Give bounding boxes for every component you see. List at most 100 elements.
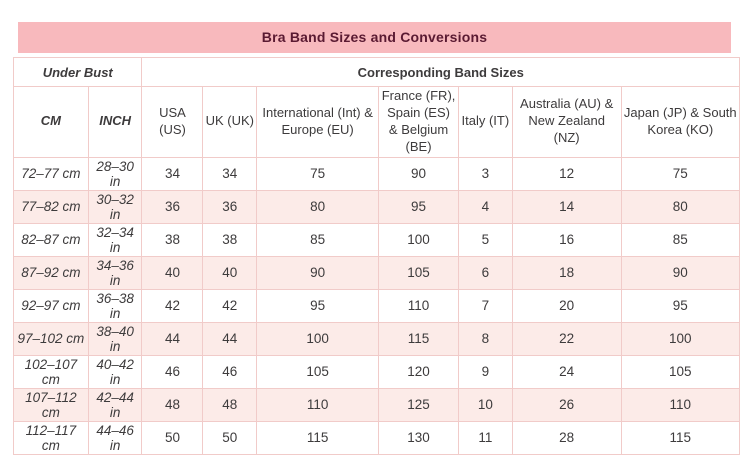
table-cell: 105 (378, 255, 459, 290)
table-cell: 12 (511, 156, 622, 191)
page-title: Bra Band Sizes and Conversions (261, 29, 488, 45)
table-cell: 36 (202, 189, 258, 224)
table-row: 72–77 cm 28–30 in 34 34 75 90 3 12 75 (13, 156, 741, 191)
table-cell: 120 (378, 354, 459, 389)
column-header: USA (US) (141, 86, 204, 158)
table-cell: 46 (141, 354, 204, 389)
table-cell: 75 (256, 156, 380, 191)
table-cell: 110 (378, 288, 459, 323)
table-cell: 112–117 cm (13, 420, 89, 455)
table-cell: 115 (378, 321, 459, 356)
column-header: Australia (AU) & New Zealand (NZ) (511, 86, 622, 158)
table-cell: 26 (511, 387, 622, 422)
table-cell: 42 (202, 288, 258, 323)
table-cell: 44–46 in (87, 420, 143, 455)
bra-band-size-table: Under Bust Corresponding Band Sizes CM IN… (12, 57, 741, 455)
table-cell: 24 (511, 354, 622, 389)
table-cell: 95 (256, 288, 380, 323)
table-cell: 28–30 in (87, 156, 143, 191)
column-header: Japan (JP) & South Korea (KO) (620, 86, 741, 158)
table-cell: 46 (202, 354, 258, 389)
column-header: UK (UK) (202, 86, 258, 158)
table-cell: 48 (202, 387, 258, 422)
table-cell: 105 (256, 354, 380, 389)
table-cell: 44 (141, 321, 204, 356)
table-cell: 125 (378, 387, 459, 422)
table-cell: 82–87 cm (13, 222, 89, 257)
table-cell: 130 (378, 420, 459, 455)
column-header: CM (13, 86, 89, 158)
table-cell: 10 (457, 387, 513, 422)
table-cell: 48 (141, 387, 204, 422)
table-cell: 92–97 cm (13, 288, 89, 323)
table-cell: 50 (141, 420, 204, 455)
table-cell: 14 (511, 189, 622, 224)
table-cell: 38 (202, 222, 258, 257)
table-cell: 7 (457, 288, 513, 323)
table-cell: 40 (202, 255, 258, 290)
table-cell: 90 (378, 156, 459, 191)
column-header-row: CM INCH USA (US) UK (UK) International (Int)… (13, 86, 741, 158)
table-cell: 34 (202, 156, 258, 191)
table-cell: 38–40 in (87, 321, 143, 356)
group-header-under-bust: Under Bust (12, 57, 143, 87)
table-cell: 8 (457, 321, 513, 356)
table-title-bar: Bra Band Sizes and Conversions (18, 22, 731, 53)
table-cell: 40 (141, 255, 204, 290)
table-cell: 22 (511, 321, 622, 356)
table-cell: 115 (620, 420, 741, 455)
table-row: 107–112 cm 42–44 in 48 48 110 125 10 26 110 (13, 387, 741, 422)
table-cell: 40–42 in (87, 354, 143, 389)
table-row: 92–97 cm 36–38 in 42 42 95 110 7 20 95 (13, 288, 741, 323)
table-cell: 80 (620, 189, 741, 224)
table-row: 87–92 cm 34–36 in 40 40 90 105 6 18 90 (13, 255, 741, 290)
table-cell: 87–92 cm (13, 255, 89, 290)
table-cell: 16 (511, 222, 622, 257)
table-cell: 85 (256, 222, 380, 257)
table-cell: 97–102 cm (13, 321, 89, 356)
table-cell: 42 (141, 288, 204, 323)
table-cell: 42–44 in (87, 387, 143, 422)
group-header-row: Under Bust Corresponding Band Sizes (12, 57, 740, 87)
table-cell: 90 (256, 255, 380, 290)
table-cell: 85 (620, 222, 741, 257)
bra-size-conversion-page: Bra Band Sizes and Conversions Under Bus… (12, 22, 741, 455)
table-cell: 3 (457, 156, 513, 191)
table-row: 102–107 cm 40–42 in 46 46 105 120 9 24 105 (13, 354, 741, 389)
column-header: INCH (87, 86, 143, 158)
table-cell: 100 (620, 321, 741, 356)
table-cell: 72–77 cm (13, 156, 89, 191)
table-cell: 38 (141, 222, 204, 257)
table-cell: 6 (457, 255, 513, 290)
table-cell: 95 (378, 189, 459, 224)
table-cell: 36–38 in (87, 288, 143, 323)
column-header: France (FR), Spain (ES) & Belgium (BE) (378, 86, 459, 158)
table-cell: 30–32 in (87, 189, 143, 224)
table-cell: 110 (620, 387, 741, 422)
table-cell: 80 (256, 189, 380, 224)
column-header: International (Int) & Europe (EU) (256, 86, 380, 158)
table-cell: 11 (457, 420, 513, 455)
table-cell: 36 (141, 189, 204, 224)
table-cell: 100 (378, 222, 459, 257)
table-row: 77–82 cm 30–32 in 36 36 80 95 4 14 80 (13, 189, 741, 224)
table-cell: 34–36 in (87, 255, 143, 290)
table-cell: 77–82 cm (13, 189, 89, 224)
table-cell: 32–34 in (87, 222, 143, 257)
table-cell: 75 (620, 156, 741, 191)
table-row: 112–117 cm 44–46 in 50 50 115 130 11 28 115 (13, 420, 741, 455)
table-cell: 34 (141, 156, 204, 191)
table-cell: 18 (511, 255, 622, 290)
column-header: Italy (IT) (457, 86, 513, 158)
table-cell: 4 (457, 189, 513, 224)
table-cell: 95 (620, 288, 741, 323)
table-cell: 115 (256, 420, 380, 455)
group-header-corresponding-band-sizes: Corresponding Band Sizes (141, 57, 740, 87)
table-cell: 102–107 cm (13, 354, 89, 389)
table-cell: 110 (256, 387, 380, 422)
table-cell: 107–112 cm (13, 387, 89, 422)
table-cell: 28 (511, 420, 622, 455)
table-cell: 105 (620, 354, 741, 389)
table-body: 72–77 cm 28–30 in 34 34 75 90 3 12 75 77–82 cm 30–… (13, 156, 741, 455)
table-cell: 100 (256, 321, 380, 356)
